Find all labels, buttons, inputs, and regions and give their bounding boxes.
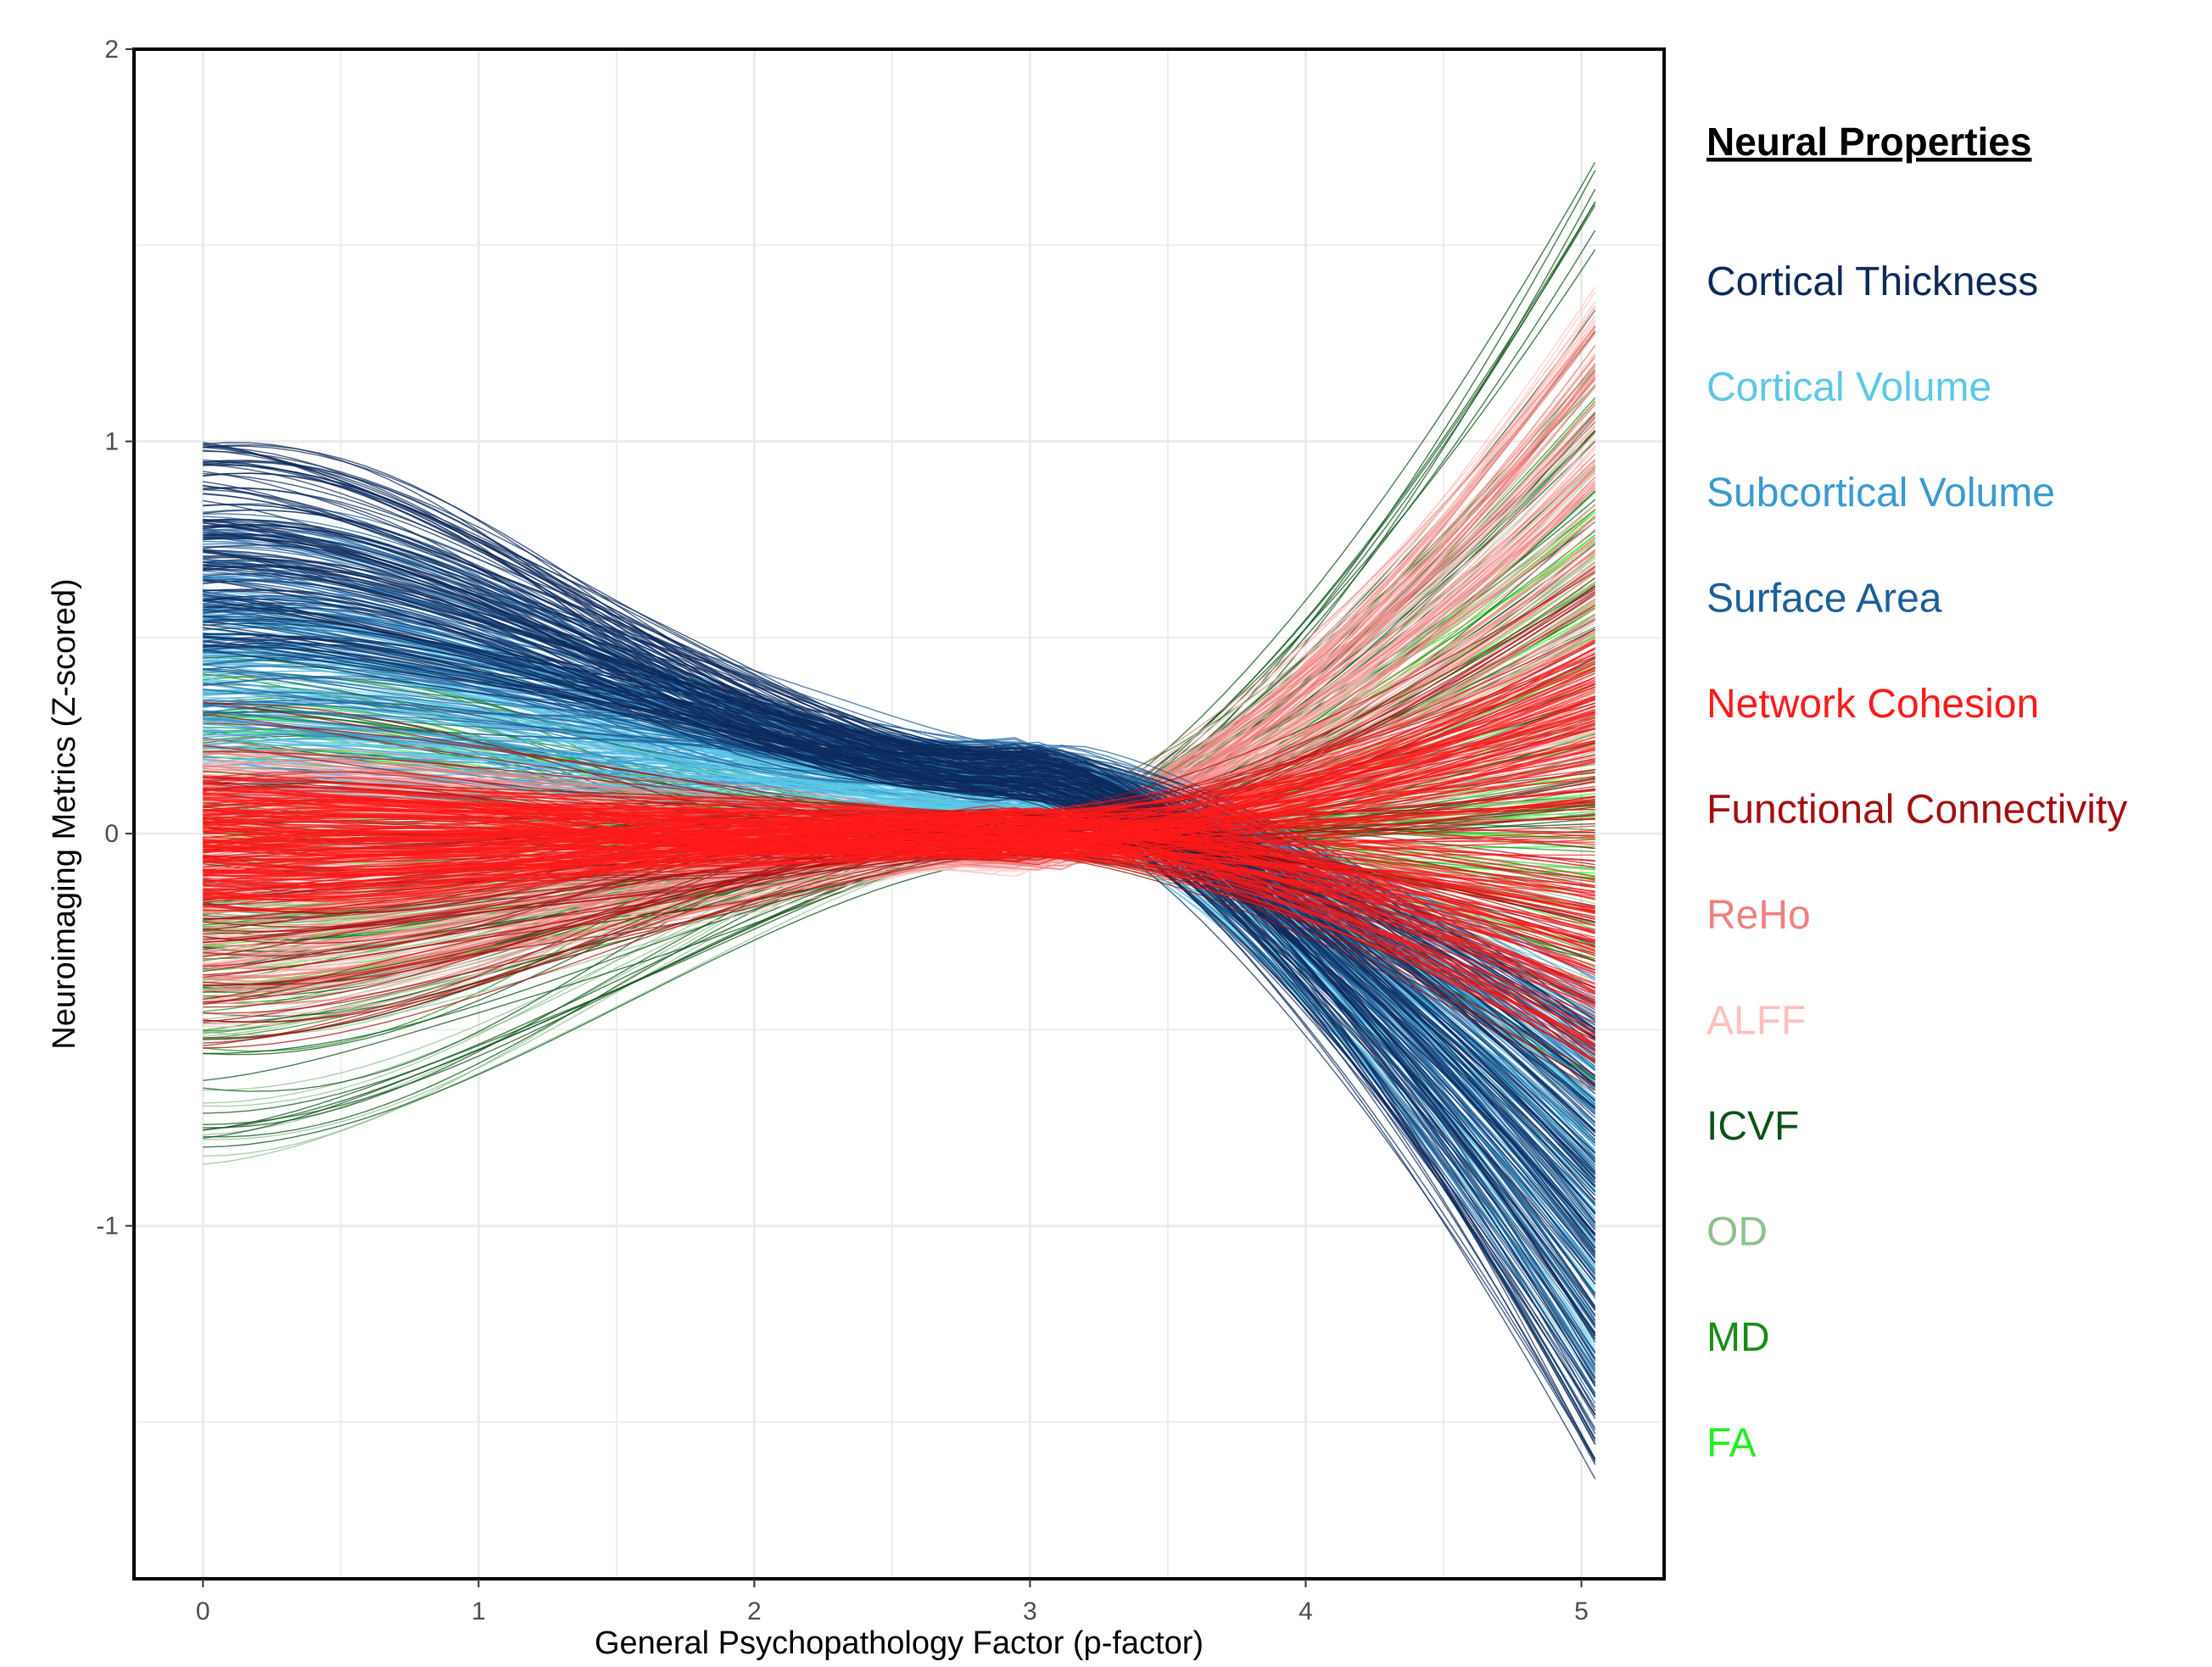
x-tick-label: 0 [196,1597,210,1625]
legend-item: Cortical Thickness [1706,259,2038,304]
legend-item: ICVF [1706,1104,1799,1149]
legend: Neural Properties Cortical Thickness Cort… [1706,120,2127,1466]
series-line [203,504,1596,1249]
y-tick-label: 0 [104,820,119,848]
series-line [203,551,1596,1416]
series-line [203,775,1595,834]
x-tick-label: 5 [1574,1597,1589,1625]
series-line [203,807,1595,893]
legend-item: Functional Connectivity [1706,788,2127,833]
x-tick-label: 3 [1023,1597,1037,1625]
x-tick-label: 4 [1299,1597,1313,1625]
series-line [203,561,1596,1224]
x-tick-label: 1 [472,1597,486,1625]
plot-border [132,47,1666,1581]
series-line [203,667,1595,845]
series-line [203,798,1595,900]
series-line [203,460,1596,1445]
legend-item: Cortical Volume [1706,365,1991,410]
series-line [203,849,1595,910]
legend-item: MD [1706,1315,1770,1360]
series-line [203,647,1596,847]
series-line [203,509,1596,1380]
series-line [203,520,1596,1296]
series-line [203,518,1596,1412]
series-line [203,487,1596,1162]
series-line [203,622,1596,1192]
series-line [203,826,1595,1001]
y-tick-label: 1 [104,428,119,456]
series-line [203,749,1595,848]
legend-item: Network Cohesion [1706,682,2039,727]
series-line [203,724,1595,873]
series-line [203,808,1595,822]
y-axis-title: Neuroimaging Metrics (Z-scored) [47,578,82,1049]
series-line [203,482,1596,967]
legend-item: Subcortical Volume [1706,471,2055,516]
legend-title: Neural Properties [1706,120,2031,164]
series-line [203,806,1595,949]
series-line [203,588,1596,1259]
series-line [203,839,1595,932]
y-tick-label: -1 [96,1213,119,1240]
series-line [203,817,1595,885]
series-line [203,771,1595,870]
series-line [203,716,1595,891]
x-axis-title: General Psychopathology Factor (p-factor… [595,1625,1204,1661]
y-tick-label: 2 [104,36,119,64]
series-line [203,741,1595,854]
series-line [203,816,1595,992]
x-tick-label: 2 [747,1597,762,1625]
series-line [203,695,1595,818]
series-line [203,627,1596,1480]
legend-item: ALFF [1706,999,1806,1044]
series-line [203,567,1596,1309]
series-line [203,446,1596,1335]
series-line [203,849,1595,1001]
legend-item: Surface Area [1706,577,1942,622]
series-line [203,815,1595,988]
axis-ticks: 0 1 2 3 4 5 -1 0 1 2 [96,36,1589,1625]
series-line [203,838,1595,1023]
series-line [203,515,1596,1148]
series-line [203,678,1595,872]
series-line [203,812,1595,848]
series-line [203,595,1596,1236]
series-line [203,705,1595,825]
series-line [203,519,1596,1144]
series-line [203,493,1596,1445]
legend-item: OD [1706,1210,1768,1255]
series-line [203,698,1595,884]
series-line [203,714,1595,855]
series-line [203,472,1596,1321]
series-line [203,635,1596,1431]
legend-item: FA [1706,1421,1757,1466]
series-lines [203,161,1596,1480]
legend-item: ReHo [1706,893,1811,938]
